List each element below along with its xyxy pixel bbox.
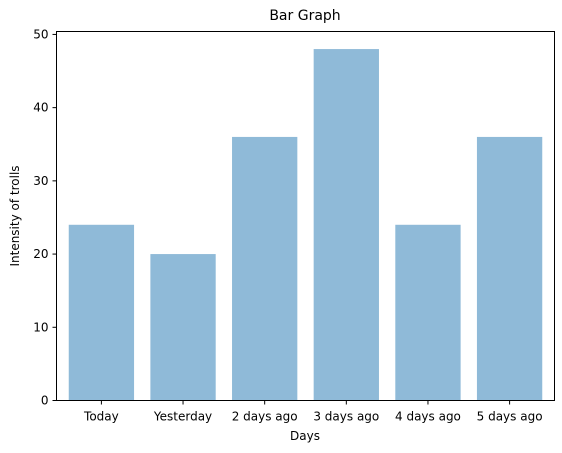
bars-group: [68, 49, 543, 401]
plot-frame: [56, 31, 555, 401]
y-tick-label-2: 20: [33, 247, 48, 261]
y-tick-label-5: 50: [33, 27, 48, 41]
x-tick-label-0: Today: [83, 410, 119, 424]
chart-title: Bar Graph: [269, 8, 340, 24]
bar-3: [313, 49, 379, 401]
bar-4: [395, 224, 461, 401]
bar-0: [68, 224, 135, 401]
bar-1: [150, 254, 216, 401]
y-tick-label-4: 40: [33, 101, 48, 115]
y-tick-label-3: 30: [33, 174, 48, 188]
x-tick-label-3: 3 days ago: [313, 410, 379, 424]
y-tick-label-1: 10: [33, 320, 48, 334]
x-tick-label-5: 5 days ago: [477, 410, 543, 424]
x-axis: Today Yesterday 2 days ago 3 days ago 4 days…: [83, 400, 543, 424]
y-tick-label-0: 0: [41, 394, 49, 408]
bar-2: [232, 136, 298, 401]
x-tick-label-2: 2 days ago: [232, 410, 298, 424]
x-axis-label: Days: [290, 429, 320, 443]
y-axis-label: Intensity of trolls: [8, 165, 22, 266]
y-axis: 0 10 20 30 40 50: [33, 27, 57, 408]
x-tick-label-4: 4 days ago: [395, 410, 461, 424]
x-tick-label-1: Yesterday: [153, 410, 212, 424]
bar-5: [476, 136, 543, 401]
